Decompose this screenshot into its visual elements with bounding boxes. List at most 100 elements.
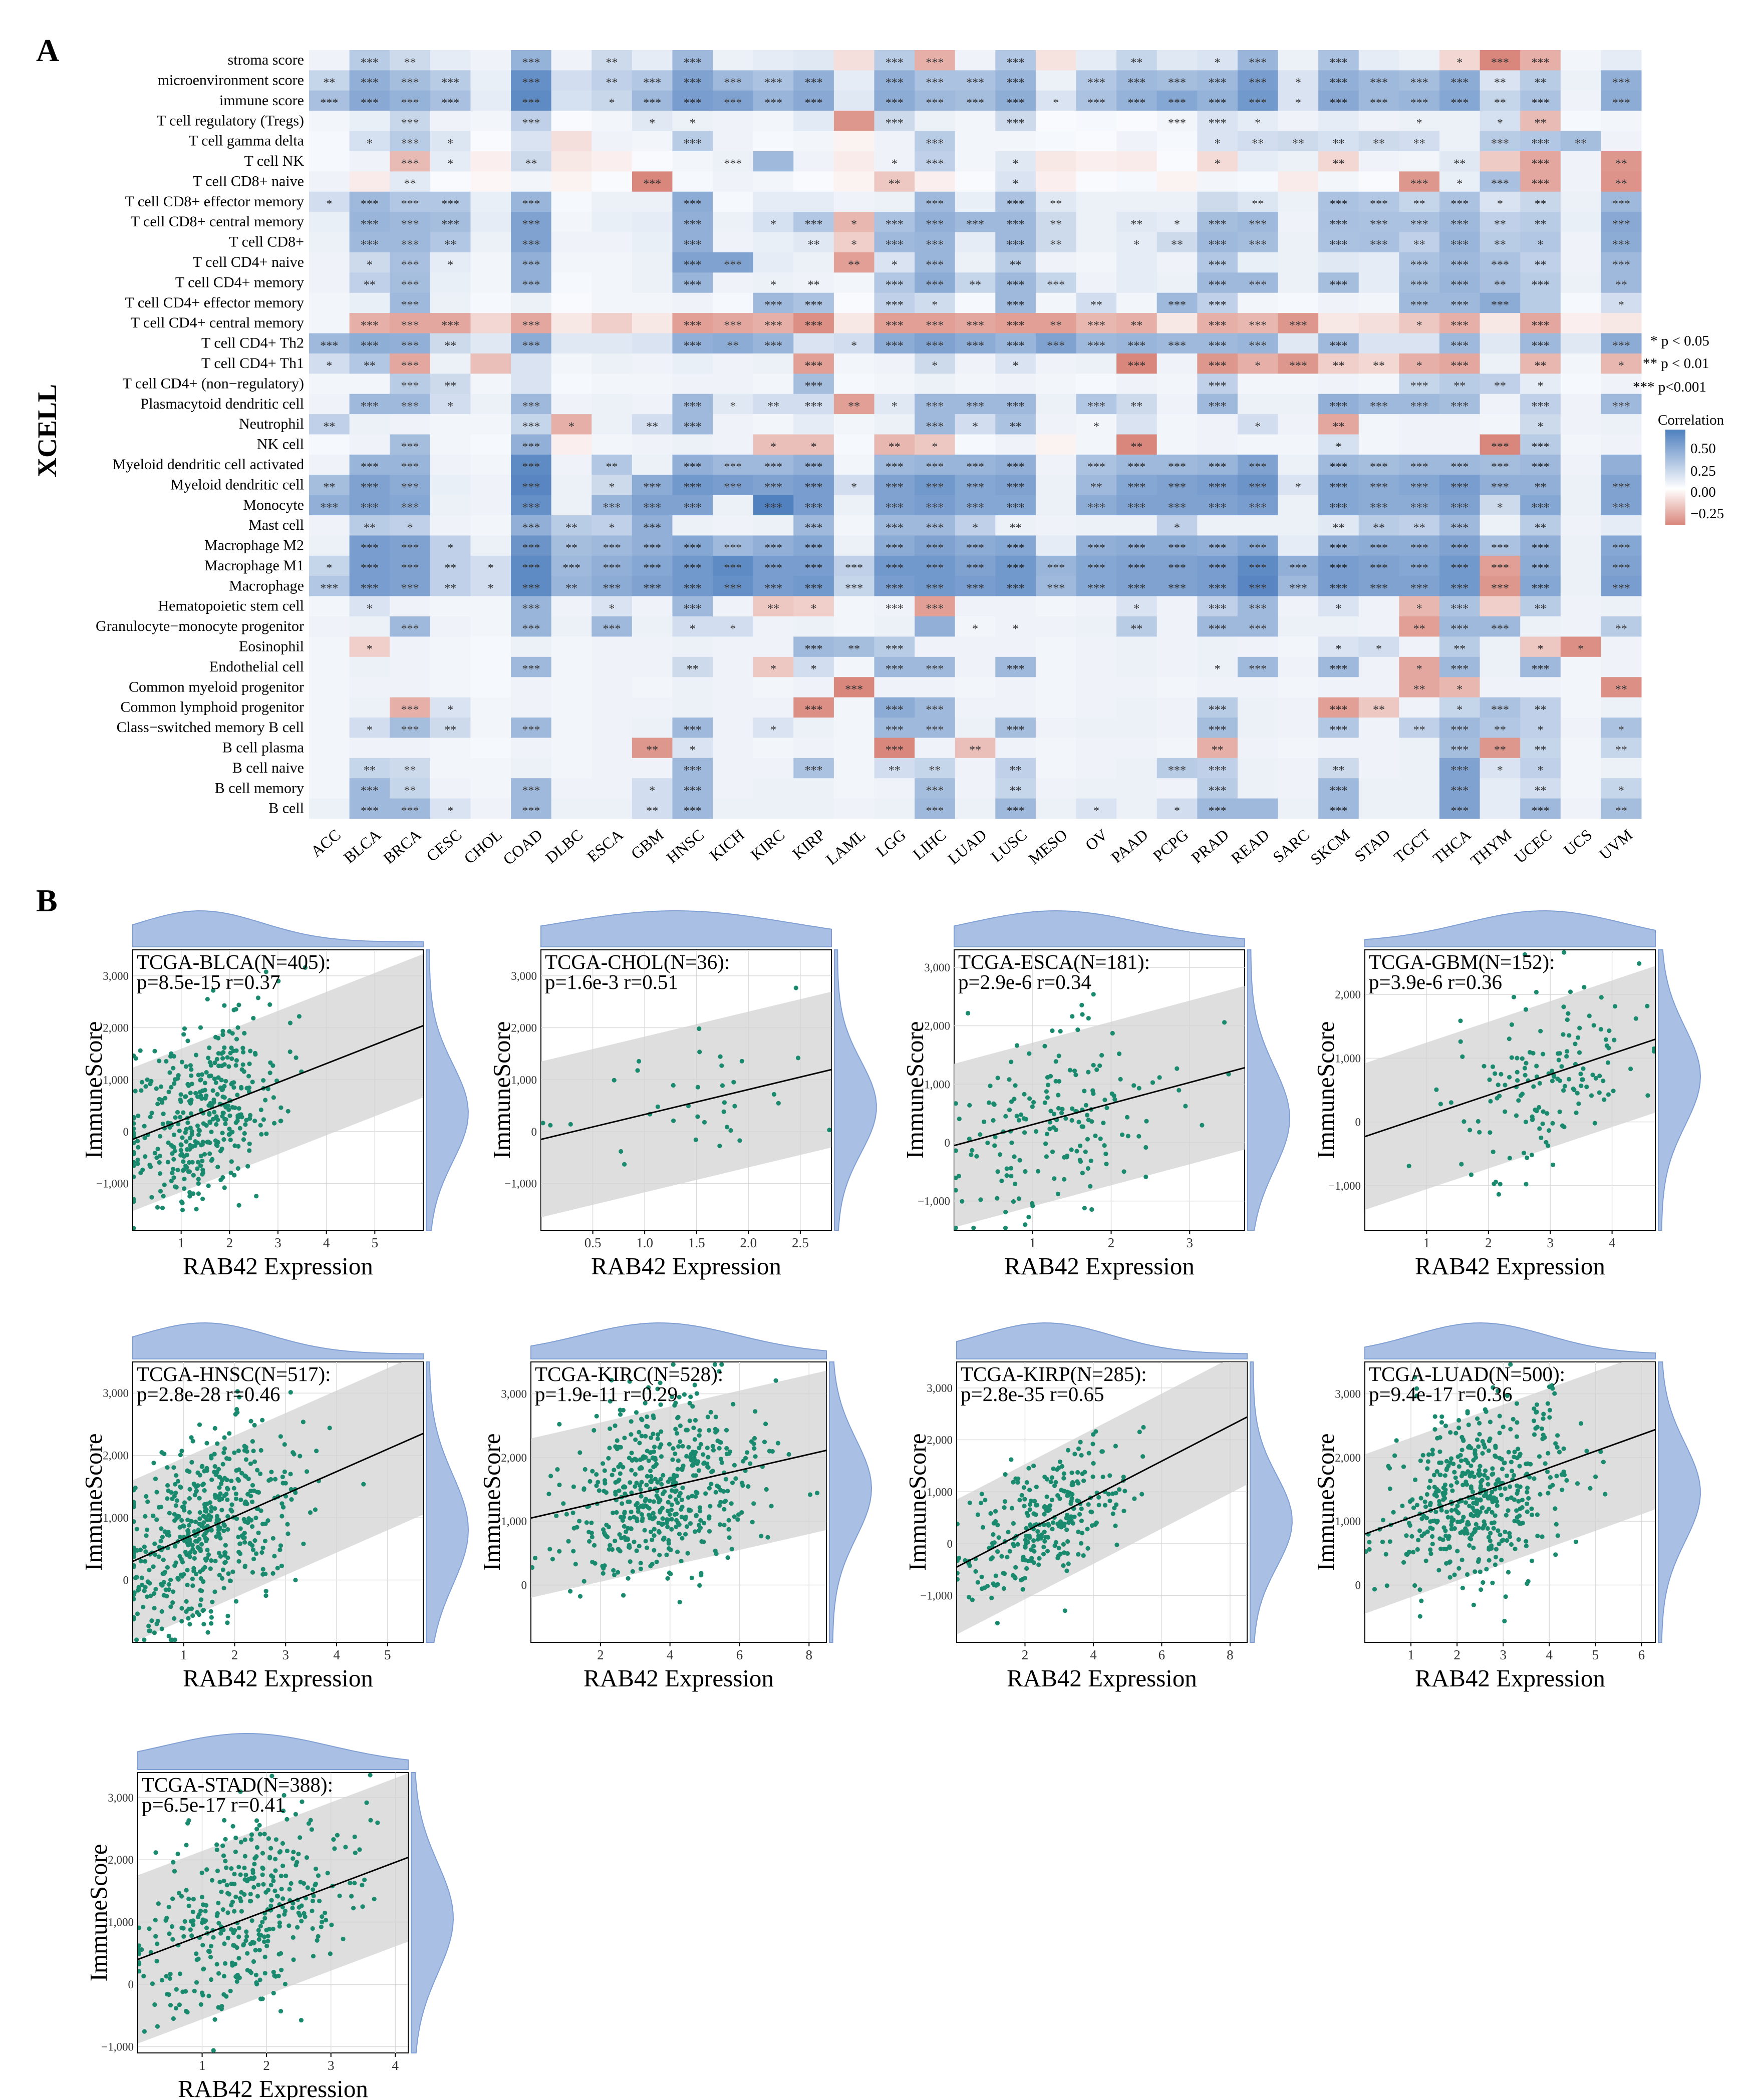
scatter-point — [186, 1616, 191, 1621]
heatmap-cell-significance: *** — [966, 501, 984, 514]
scatter-point — [267, 1071, 272, 1076]
heatmap-cell — [1358, 758, 1399, 779]
heatmap-cell — [833, 151, 874, 172]
scatter-point — [1026, 1215, 1031, 1220]
scatter-point — [1541, 1416, 1546, 1421]
scatter-point — [235, 1166, 240, 1171]
scatter-point — [1439, 1420, 1444, 1425]
scatter-point — [676, 1458, 681, 1463]
heatmap-cell-significance: *** — [1168, 542, 1186, 555]
heatmap-cell-significance: *** — [1491, 461, 1509, 474]
scatter-point — [248, 1048, 253, 1054]
heatmap-cell-significance: *** — [926, 339, 944, 353]
scatter-point — [1448, 1430, 1453, 1435]
heatmap-cell-significance: *** — [1491, 299, 1509, 312]
heatmap-cell — [1520, 353, 1561, 374]
scatter-point — [187, 1622, 192, 1627]
scatter-point — [135, 1548, 140, 1553]
scatter-point — [988, 1557, 993, 1562]
scatter-point — [1070, 1106, 1075, 1111]
heatmap-cell — [713, 636, 754, 657]
heatmap-cell-significance: *** — [320, 339, 338, 353]
heatmap-cell — [1439, 90, 1481, 111]
heatmap-cell-significance: *** — [684, 137, 702, 150]
heatmap-cell — [672, 778, 713, 799]
scatter-point — [1069, 1118, 1074, 1123]
heatmap-cell — [955, 434, 996, 455]
heatmap-cell-significance: *** — [926, 805, 944, 818]
heatmap-cell — [592, 616, 633, 637]
heatmap-cell — [309, 778, 350, 799]
scatter-point — [1086, 1502, 1091, 1507]
heatmap-cell — [1076, 333, 1117, 354]
scatter-point — [991, 1581, 996, 1586]
heatmap-cell-significance: *** — [886, 542, 904, 555]
heatmap-cell — [1035, 50, 1077, 71]
scatter-point — [1516, 1447, 1521, 1452]
heatmap-cell-significance: *** — [1450, 582, 1469, 595]
heatmap-cell-significance: * — [649, 117, 655, 130]
heatmap-cell-significance: *** — [1370, 400, 1388, 413]
heatmap-cell — [349, 475, 390, 496]
scatter-point — [667, 1442, 672, 1447]
scatter-title: TCGA-LUAD(N=500): — [1369, 1362, 1565, 1385]
scatter-point — [626, 1576, 631, 1581]
scatter-point — [676, 1520, 681, 1525]
heatmap-cell-significance: *** — [1450, 461, 1469, 474]
heatmap-cell — [1237, 374, 1279, 395]
heatmap-cell — [1197, 535, 1238, 556]
scatter-point — [1572, 1088, 1577, 1093]
heatmap-cell — [1237, 292, 1279, 313]
scatter-point — [189, 1082, 194, 1087]
heatmap-cell-significance: *** — [1007, 198, 1025, 211]
scatter-point — [605, 1535, 610, 1540]
heatmap-cell — [470, 596, 511, 617]
scatter-point — [1444, 1459, 1449, 1464]
scatter-point — [1490, 1510, 1495, 1515]
y-tick-label: 3,000 — [103, 1387, 129, 1399]
heatmap-cell-significance: *** — [1209, 461, 1227, 474]
scatter-point — [219, 1078, 224, 1083]
heatmap-cell-significance: *** — [522, 501, 540, 514]
heatmap-cell — [511, 131, 552, 152]
scatter-point — [214, 1913, 219, 1918]
scatter-point — [236, 1926, 241, 1931]
scatter-point — [195, 1470, 200, 1475]
scatter-point — [213, 1472, 218, 1477]
scatter-point — [1440, 1537, 1445, 1542]
heatmap-cell — [1116, 111, 1157, 132]
y-tick-label: 1,000 — [1335, 1052, 1361, 1065]
scatter-point — [1031, 1100, 1036, 1105]
scatter-point — [226, 1571, 231, 1576]
scatter-point — [1467, 1543, 1472, 1548]
heatmap-cell — [1076, 738, 1117, 759]
heatmap-cell — [1439, 191, 1481, 212]
heatmap-cell — [995, 191, 1036, 212]
scatter-stats: p=8.5e-15 r=0.37 — [137, 970, 280, 993]
heatmap-cell — [592, 313, 633, 334]
heatmap-cell — [753, 414, 794, 435]
heatmap-row-label: Myeloid dendritic cell — [170, 476, 304, 493]
heatmap-cell — [1278, 374, 1319, 395]
scatter-point — [1075, 1470, 1080, 1475]
scatter-point — [1525, 1509, 1530, 1514]
y-tick-label: −1,000 — [504, 1178, 537, 1190]
scatter-point — [1598, 1027, 1603, 1032]
y-tick-label: 0 — [531, 1126, 537, 1138]
heatmap-cell — [309, 454, 350, 475]
scatter-point — [303, 965, 308, 970]
heatmap-cell — [915, 738, 956, 759]
heatmap-cell — [753, 151, 794, 172]
scatter-point — [1417, 1614, 1422, 1619]
heatmap-cell — [793, 434, 834, 455]
scatter-point — [680, 1485, 685, 1490]
scatter-point — [1114, 1502, 1119, 1507]
heatmap-cell — [1480, 454, 1521, 475]
x-tick-label: 5 — [372, 1235, 379, 1250]
scatter-point — [164, 1594, 169, 1599]
scatter-point — [158, 1189, 163, 1194]
scatter-point — [1101, 1121, 1106, 1126]
heatmap-cell — [713, 576, 754, 597]
x-tick-label: 5 — [1592, 1647, 1599, 1662]
